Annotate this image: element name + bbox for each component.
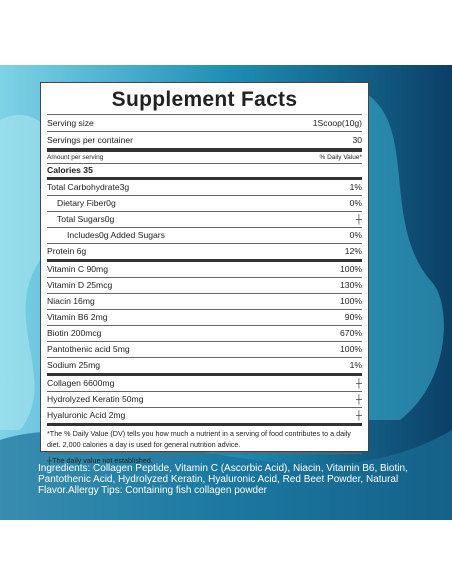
nutrient-name: Biotin 200mcg bbox=[47, 328, 102, 338]
nutrient-row: Hyaluronic Acid 2mg ┼ bbox=[47, 407, 362, 423]
nutrient-name: Total Carbohydrate3g bbox=[47, 182, 130, 192]
section: Vitamin C 90mg 100% Vitamin D 25mcg 130% Nia… bbox=[47, 259, 362, 373]
wave bbox=[360, 90, 444, 420]
daily-value: 0% bbox=[349, 230, 362, 240]
daily-value: 130% bbox=[340, 280, 362, 290]
nutrient-row: Sodium 25mg 1% bbox=[47, 357, 362, 373]
section: Collagen 6600mg ┼ Hydrolyzed Keratin 50mg ┼… bbox=[47, 373, 362, 423]
nutrient-row: Includes0g Added Sugars 0% bbox=[47, 227, 362, 243]
daily-value: 100% bbox=[340, 296, 362, 306]
nutrient-name: Vitamin C 90mg bbox=[47, 264, 108, 274]
nutrient-name: Sodium 25mg bbox=[47, 360, 101, 370]
dagger-note: ┼The daily value not established. bbox=[47, 453, 362, 467]
daily-value: 90% bbox=[344, 312, 362, 322]
row-label: Serving size bbox=[47, 118, 94, 128]
nutrient-row: Biotin 200mcg 670% bbox=[47, 325, 362, 341]
header-label: % Daily Value* bbox=[319, 154, 362, 161]
nutrient-name: Protein 6g bbox=[47, 246, 87, 256]
section: Total Carbohydrate3g 1% Dietary Fiber0g 0% T… bbox=[47, 177, 362, 259]
serving-row: Servings per container 30 bbox=[47, 131, 362, 148]
nutrient-name: Vitamin B6 2mg bbox=[47, 312, 108, 322]
nutrient-row: Niacin 16mg 100% bbox=[47, 293, 362, 309]
nutrient-name: Dietary Fiber0g bbox=[57, 198, 116, 208]
nutrient-name: Collagen 6600mg bbox=[47, 378, 115, 388]
daily-value: ┼ bbox=[355, 410, 362, 420]
daily-value: 670% bbox=[340, 328, 362, 338]
daily-value: 100% bbox=[340, 344, 362, 354]
daily-value: 100% bbox=[340, 264, 362, 274]
daily-value: ┼ bbox=[355, 394, 362, 404]
nutrient-row: Hydrolyzed Keratin 50mg ┼ bbox=[47, 391, 362, 407]
nutrient-row: Vitamin C 90mg 100% bbox=[47, 262, 362, 277]
daily-value: ┼ bbox=[355, 214, 362, 224]
calories-row: Calories 35 bbox=[47, 163, 362, 177]
daily-value: 1% bbox=[349, 182, 362, 192]
supplement-label: Supplement Facts Serving size 1Scoop(10g)… bbox=[40, 82, 369, 465]
nutrient-name: Total Sugars0g bbox=[57, 214, 115, 224]
nutrient-name: Vitamin D 25mcg bbox=[47, 280, 113, 290]
wave bbox=[0, 430, 452, 520]
nutrient-row: Total Sugars0g ┼ bbox=[47, 211, 362, 227]
nutrient-name: Pantothenic acid 5mg bbox=[47, 344, 130, 354]
label-body: Serving size 1Scoop(10g) Servings per cont… bbox=[47, 114, 362, 423]
daily-value: 0% bbox=[349, 198, 362, 208]
nutrient-row: Vitamin B6 2mg 90% bbox=[47, 309, 362, 325]
daily-value: ┼ bbox=[355, 378, 362, 388]
header-label: Amount per serving bbox=[47, 154, 104, 161]
label-title: Supplement Facts bbox=[111, 88, 298, 111]
row-label: Servings per container bbox=[47, 135, 133, 145]
footnote: *The % Daily Value (DV) tells you how mu… bbox=[47, 423, 362, 450]
header-row: Amount per serving % Daily Value* bbox=[47, 148, 362, 163]
nutrient-row: Dietary Fiber0g 0% bbox=[47, 195, 362, 211]
nutrient-name: Niacin 16mg bbox=[47, 296, 95, 306]
daily-value: 12% bbox=[344, 246, 362, 256]
nutrient-row: Collagen 6600mg ┼ bbox=[47, 376, 362, 391]
nutrient-row: Protein 6g 12% bbox=[47, 243, 362, 259]
nutrient-row: Pantothenic acid 5mg 100% bbox=[47, 341, 362, 357]
nutrient-row: Total Carbohydrate3g 1% bbox=[47, 180, 362, 195]
nutrient-name: Hydrolyzed Keratin 50mg bbox=[47, 394, 144, 404]
serving-row: Serving size 1Scoop(10g) bbox=[47, 114, 362, 131]
calories: Calories 35 bbox=[47, 165, 93, 175]
daily-value: 1% bbox=[349, 360, 362, 370]
nutrient-name: Hyaluronic Acid 2mg bbox=[47, 410, 126, 420]
nutrient-row: Vitamin D 25mcg 130% bbox=[47, 277, 362, 293]
nutrient-name: Includes0g Added Sugars bbox=[67, 230, 165, 240]
row-value: 30 bbox=[352, 135, 362, 145]
row-value: 1Scoop(10g) bbox=[312, 118, 362, 128]
ingredients: Ingredients: Collagen Peptide, Vitamin C… bbox=[38, 463, 408, 496]
